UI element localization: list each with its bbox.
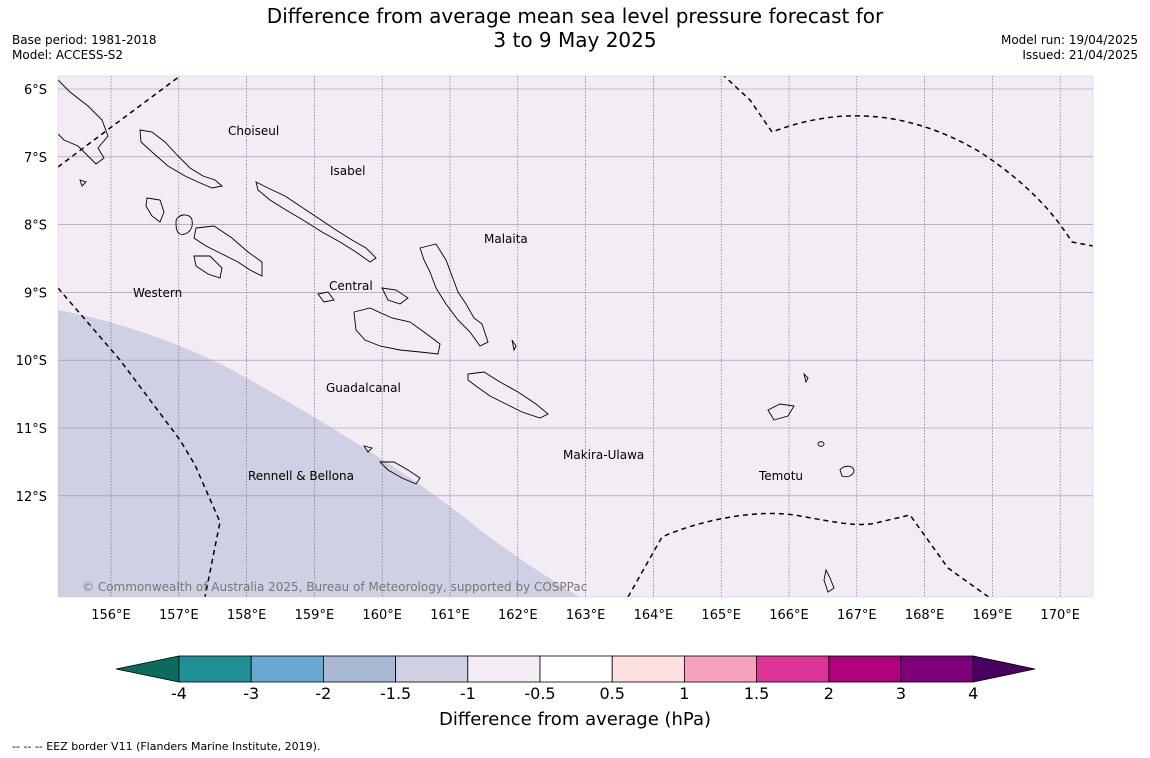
map-canvas: 6°S 7°S 8°S 9°S 10°S 11°S 12°S 156°E 157°E 158°E… <box>16 75 1094 623</box>
island-bougainville <box>58 79 109 165</box>
eez-border-east <box>723 76 1093 247</box>
eez-border-southwest <box>58 287 221 597</box>
longitude-label: 159°E <box>295 608 335 623</box>
colorbar-swatch <box>756 655 830 683</box>
island-florida <box>381 287 409 305</box>
colorbar-tick-label: 2 <box>823 684 834 703</box>
eez-footnote: -- -- -- EEZ border V11 (Flanders Marine… <box>12 740 321 753</box>
island-tikopia <box>823 568 835 593</box>
model-name: Model: ACCESS-S2 <box>12 48 124 62</box>
colorbar-swatch <box>611 655 685 683</box>
longitude-label: 161°E <box>430 608 470 623</box>
island-small-3 <box>362 445 373 453</box>
latitude-label: 11°S <box>16 422 47 437</box>
island-ndeni <box>767 403 795 421</box>
island-guadalcanal <box>353 307 441 355</box>
place-label-makira-ulawa: Makira-Ulawa <box>563 448 645 462</box>
longitude-label: 158°E <box>227 608 267 623</box>
island-rendova <box>193 255 223 279</box>
island-rennell <box>378 461 421 485</box>
place-label-temotu: Temotu <box>759 469 804 483</box>
longitude-label: 165°E <box>701 608 741 623</box>
colorbar-tick-label: 3 <box>895 684 907 703</box>
island-makira <box>467 371 549 419</box>
island-new-georgia <box>193 225 263 277</box>
colorbar-swatch <box>900 655 974 683</box>
eez-border-southeast <box>627 512 990 597</box>
longitude-label: 164°E <box>634 608 674 623</box>
model-run: Model run: 19/04/2025 <box>1000 33 1138 47</box>
longitude-label: 167°E <box>837 608 877 623</box>
copyright-notice: © Commonwealth of Australia 2025, Bureau… <box>82 580 588 594</box>
colorbar-tick-label: -4 <box>171 684 187 703</box>
latitude-label: 6°S <box>24 83 47 98</box>
island-choiseul <box>139 129 223 189</box>
colorbar-swatch <box>250 655 324 683</box>
place-label-malaita: Malaita <box>484 232 528 246</box>
map-title-line1: Difference from average mean sea level p… <box>266 4 884 28</box>
colorbar-swatch <box>178 655 252 683</box>
colorbar-swatch <box>539 655 613 683</box>
colorbar-tick-label: -2 <box>315 684 332 703</box>
island-small-2 <box>803 372 809 384</box>
island-small-5 <box>79 179 87 187</box>
island-small-4 <box>511 339 517 352</box>
longitude-label: 170°E <box>1040 608 1080 623</box>
island-russell <box>317 291 335 303</box>
longitude-labels: 156°E 157°E 158°E 159°E 160°E 161°E 162°E 163°E… <box>91 608 1080 623</box>
latitude-label: 7°S <box>24 151 47 166</box>
colorbar-tick-label: -1.5 <box>379 684 412 703</box>
colorbar-tick-label: 4 <box>968 684 979 703</box>
place-label-choiseul: Choiseul <box>228 124 280 138</box>
latitude-label: 9°S <box>24 286 47 301</box>
longitude-label: 162°E <box>498 608 538 623</box>
colorbar-swatch <box>684 655 758 683</box>
colorbar-extend-low <box>115 655 180 683</box>
negative-anomaly-region <box>58 310 580 597</box>
colorbar-swatches <box>115 655 1036 683</box>
place-label-guadalcanal: Guadalcanal <box>326 381 401 395</box>
longitude-label: 166°E <box>769 608 809 623</box>
colorbar-tick-label: -1 <box>459 684 476 703</box>
issued-date: Issued: 21/04/2025 <box>1022 48 1138 62</box>
colorbar-swatch <box>395 655 469 683</box>
longitude-label: 169°E <box>973 608 1013 623</box>
colorbar-tick-label: -0.5 <box>524 684 556 703</box>
place-label-rennell-bellona: Rennell & Bellona <box>248 469 355 483</box>
colorbar <box>115 655 1036 683</box>
eez-borders <box>58 76 1093 597</box>
colorbar-swatch <box>467 655 541 683</box>
coastlines <box>58 79 855 593</box>
colorbar-title: Difference from average (hPa) <box>438 709 712 730</box>
colorbar-tick-label: 1 <box>679 684 690 703</box>
eez-border-west <box>58 76 181 168</box>
island-small-1 <box>817 441 825 447</box>
colorbar-extend-high <box>972 655 1036 683</box>
longitude-label: 163°E <box>566 608 606 623</box>
colorbar-tick-label: -3 <box>243 684 260 703</box>
latitude-gridlines <box>58 88 1093 497</box>
colorbar-tick-label: 0.5 <box>599 684 625 703</box>
place-label-western: Western <box>133 286 183 300</box>
colorbar-swatch <box>828 655 902 683</box>
latitude-label: 10°S <box>16 354 47 369</box>
longitude-label: 168°E <box>905 608 945 623</box>
colorbar-tick-label: 1.5 <box>743 684 770 703</box>
latitude-label: 12°S <box>16 490 47 505</box>
colorbar-swatch <box>322 655 396 683</box>
longitude-label: 157°E <box>159 608 199 623</box>
longitude-label: 156°E <box>91 608 131 623</box>
base-period: Base period: 1981-2018 <box>12 33 157 47</box>
island-vella-lavella <box>145 197 165 223</box>
island-isabel <box>255 181 377 263</box>
latitude-labels: 6°S 7°S 8°S 9°S 10°S 11°S 12°S <box>16 83 47 505</box>
latitude-label: 8°S <box>24 219 47 234</box>
island-vanikoro <box>839 465 855 478</box>
longitude-label: 160°E <box>362 608 402 623</box>
island-malaita <box>419 243 489 347</box>
place-label-isabel: Isabel <box>330 164 366 178</box>
place-label-central: Central <box>329 279 373 293</box>
map-title-line2: 3 to 9 May 2025 <box>493 28 657 52</box>
island-kolombangara <box>175 214 193 235</box>
